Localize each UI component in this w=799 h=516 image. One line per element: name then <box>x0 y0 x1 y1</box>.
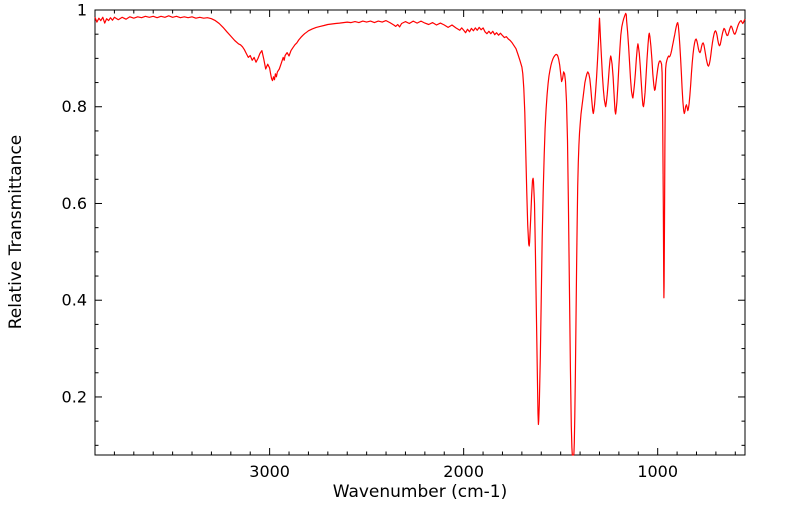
x-tick-label: 2000 <box>443 462 484 481</box>
plot-frame <box>94 9 746 456</box>
x-tick-label: 1000 <box>637 462 678 481</box>
y-tick-label: 0.8 <box>62 97 87 116</box>
y-tick-label: 0.4 <box>62 291 87 310</box>
y-axis-label: Relative Transmittance <box>6 135 26 330</box>
x-axis-label: Wavenumber (cm-1) <box>333 482 508 502</box>
y-tick-label: 0.6 <box>62 194 87 213</box>
x-tick-label: 3000 <box>249 462 290 481</box>
y-tick-label: 1 <box>77 1 87 20</box>
y-tick-label: 0.2 <box>62 387 87 406</box>
spectrum-line <box>94 12 746 456</box>
axis-ticks <box>95 9 745 455</box>
